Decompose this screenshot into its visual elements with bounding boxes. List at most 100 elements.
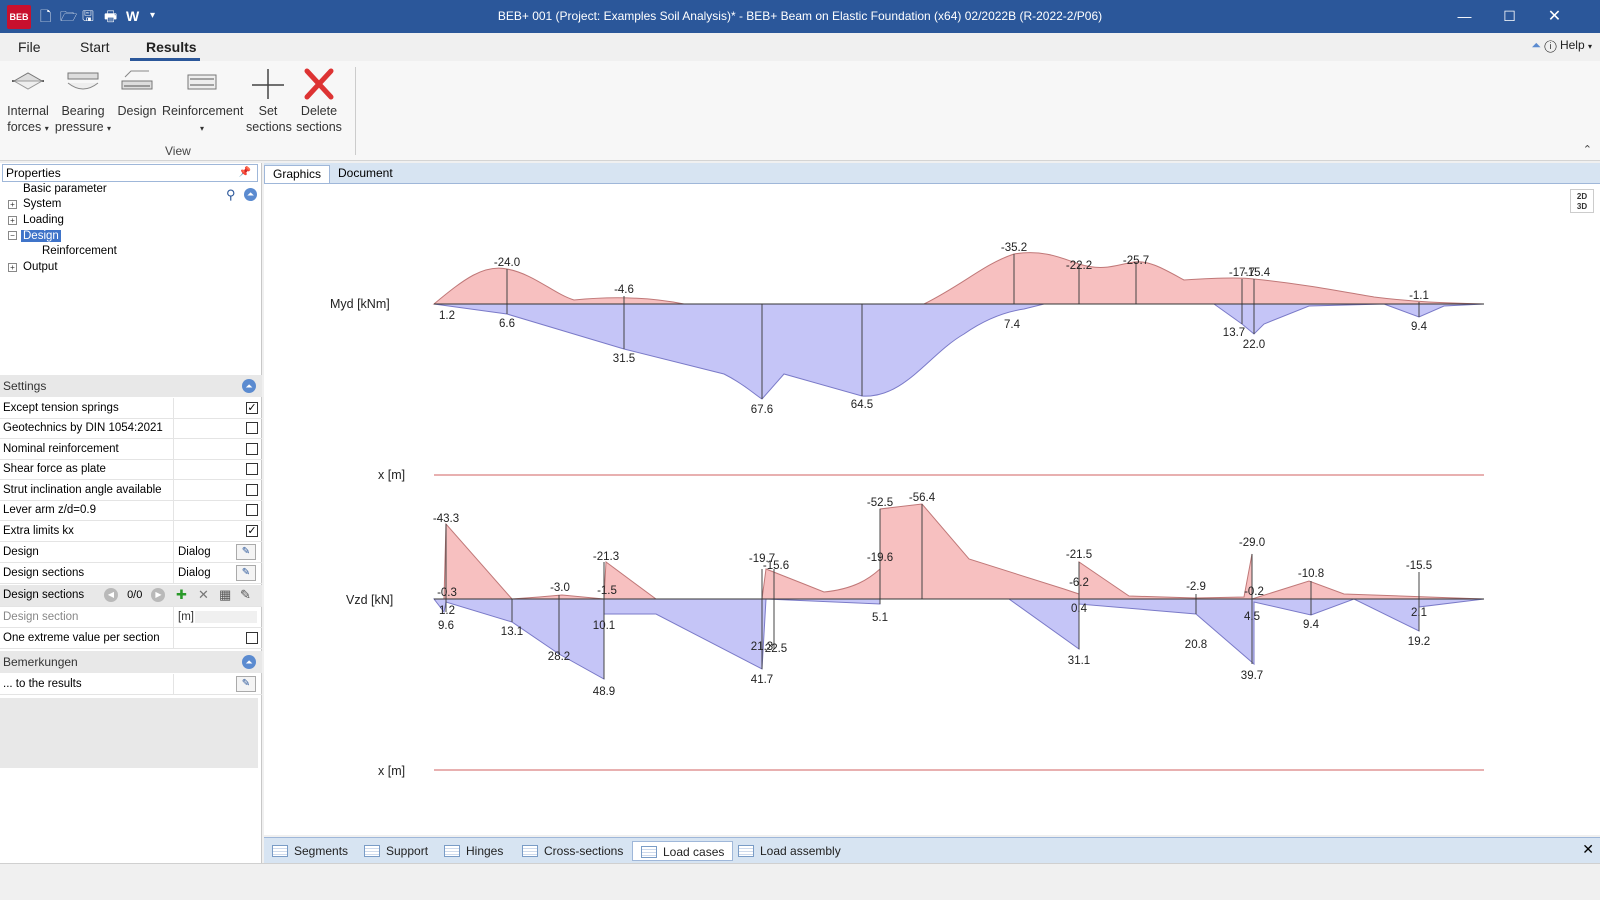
prev-arrow-icon[interactable]: ◀: [104, 588, 118, 603]
expand-icon[interactable]: +: [8, 263, 17, 272]
app-logo: BEB: [7, 5, 31, 29]
next-arrow-icon[interactable]: ▶: [151, 588, 166, 603]
results-diagram: Myd [kNm] x [m] -24.0 -4.6 -35.2 -22.2 -25.7…: [330, 242, 1485, 778]
reinforcement-label: Reinforcement: [162, 104, 244, 118]
window-title: BEB+ 001 (Project: Examples Soil Analysi…: [497, 9, 1103, 23]
value-label: -1.1: [1409, 290, 1429, 302]
graphics-canvas[interactable]: 2D 3D Myd [kNm] x [m] -24.0 -4.6 -35.2 -2: [264, 183, 1600, 835]
add-section-icon[interactable]: ✚: [176, 587, 187, 602]
moment-diagram: [432, 252, 1485, 400]
value-label: 67.6: [751, 404, 773, 416]
collapse-icon[interactable]: −: [8, 231, 17, 240]
tab-load-assembly[interactable]: Load assembly: [730, 841, 849, 861]
tab-results[interactable]: Results: [146, 39, 197, 55]
tab-load-cases[interactable]: Load cases: [632, 841, 734, 861]
tab-start[interactable]: Start: [80, 39, 110, 55]
bearing-pressure-button[interactable]: Bearing pressure ▾: [54, 67, 112, 137]
tree-item-loading[interactable]: Loading: [23, 214, 64, 226]
settings-checkbox[interactable]: ✓: [246, 402, 258, 414]
settings-row-label: Strut inclination angle available: [3, 484, 162, 496]
settings-checkbox[interactable]: [246, 484, 258, 496]
settings-row-label: Lever arm z/d=0.9: [3, 504, 97, 516]
tree-item-system[interactable]: System: [23, 198, 62, 210]
one-extreme-row: One extreme value per section: [0, 628, 262, 649]
save-icon[interactable]: 🖫: [82, 8, 94, 24]
internal-forces-label-1: Internal: [7, 104, 49, 118]
tree-item-reinforcement[interactable]: Reinforcement: [42, 245, 117, 257]
one-extreme-checkbox[interactable]: [246, 632, 258, 644]
tree-item-output[interactable]: Output: [23, 261, 58, 273]
tab-file[interactable]: File: [18, 39, 41, 55]
properties-title: Properties: [6, 166, 61, 180]
delete-icon[interactable]: ✕: [198, 587, 209, 602]
internal-forces-button[interactable]: Internal forces ▾: [6, 67, 50, 137]
close-icon[interactable]: ✕: [1582, 841, 1594, 857]
tab-support[interactable]: Support: [356, 841, 436, 861]
tree-item-design-label: Design: [21, 230, 61, 242]
minimize-button[interactable]: —: [1457, 8, 1472, 24]
value-label: -17.7: [1229, 267, 1255, 279]
value-label: 9.4: [1303, 619, 1320, 631]
edit-icon[interactable]: ✎: [236, 565, 256, 581]
tab-load-assembly-label: Load assembly: [760, 844, 841, 858]
expand-icon[interactable]: +: [8, 216, 17, 225]
edit-list-icon[interactable]: ✎: [240, 587, 251, 602]
tab-hinges[interactable]: Hinges: [436, 841, 511, 861]
value-label: 9.4: [1411, 321, 1428, 333]
settings-checkbox[interactable]: [246, 422, 258, 434]
tab-segments[interactable]: Segments: [264, 841, 356, 861]
collapse-up-icon[interactable]: ⏶: [242, 379, 256, 393]
delete-sections-button[interactable]: Delete sections: [294, 67, 344, 135]
reinforcement-button[interactable]: Reinforcement ▾: [162, 67, 244, 137]
design-button[interactable]: Design: [116, 67, 158, 119]
maximize-button[interactable]: ☐: [1503, 8, 1516, 24]
collapse-ribbon-icon[interactable]: ⌃: [1582, 144, 1592, 156]
new-file-icon[interactable]: 🗋: [40, 8, 52, 24]
open-folder-icon[interactable]: 🗁: [60, 8, 78, 24]
value-label: 6.6: [499, 318, 515, 330]
tab-cross-sections[interactable]: Cross-sections: [514, 841, 631, 861]
tab-graphics[interactable]: Graphics: [264, 165, 331, 183]
value-label: -2.9: [1186, 581, 1206, 593]
value-label: 2.1: [1411, 607, 1427, 619]
ribbon-up-icon[interactable]: ⏶: [1531, 38, 1542, 52]
help-menu[interactable]: ⏶ ⓘ Help ▾: [1531, 38, 1592, 53]
tree-item-basic-parameter[interactable]: Basic parameter: [23, 183, 107, 195]
view-2d-3d-toggle[interactable]: 2D 3D: [1570, 189, 1594, 213]
edit-icon[interactable]: ✎: [236, 676, 256, 692]
set-sections-button[interactable]: Set sections: [246, 67, 292, 135]
help-label: Help: [1559, 38, 1585, 52]
collapse-up-icon[interactable]: ⏶: [244, 188, 257, 201]
settings-checkbox[interactable]: [246, 463, 258, 475]
design-section-input[interactable]: [195, 611, 257, 623]
table-icon: [272, 845, 288, 857]
remarks-header[interactable]: Bemerkungen ⏶: [0, 651, 262, 673]
table-icon: [364, 845, 380, 857]
settings-checkbox[interactable]: [246, 504, 258, 516]
close-window-button[interactable]: ✕: [1547, 8, 1562, 25]
qat-customize-icon[interactable]: ▾: [150, 10, 156, 21]
pin-icon[interactable]: 📌: [238, 167, 251, 178]
edit-icon[interactable]: ✎: [236, 544, 256, 560]
internal-forces-icon: [12, 72, 44, 90]
collapse-up-icon[interactable]: ⏶: [242, 655, 256, 669]
tab-hinges-label: Hinges: [466, 844, 504, 858]
design-label: Design: [117, 104, 157, 118]
value-label: 31.1: [1068, 655, 1090, 667]
word-export-icon[interactable]: W: [126, 8, 140, 24]
table-icon[interactable]: ▦: [219, 587, 232, 602]
settings-checkbox[interactable]: [246, 443, 258, 455]
design-section-label: Design section: [3, 611, 79, 623]
settings-header[interactable]: Settings ⏶: [0, 375, 262, 397]
value-label: 21.3: [751, 641, 773, 653]
expand-icon[interactable]: +: [8, 200, 17, 209]
search-icon[interactable]: ⚲: [226, 187, 236, 202]
print-icon[interactable]: 🖶: [104, 8, 118, 24]
settings-checkbox[interactable]: ✓: [246, 525, 258, 537]
bearing-pressure-icon: [67, 72, 99, 90]
value-label: -3.0: [550, 582, 570, 594]
chevron-down-icon: ▾: [44, 124, 49, 133]
tab-document[interactable]: Document: [338, 166, 393, 180]
value-label: 41.7: [751, 674, 773, 686]
tree-item-design[interactable]: Design: [21, 229, 61, 243]
